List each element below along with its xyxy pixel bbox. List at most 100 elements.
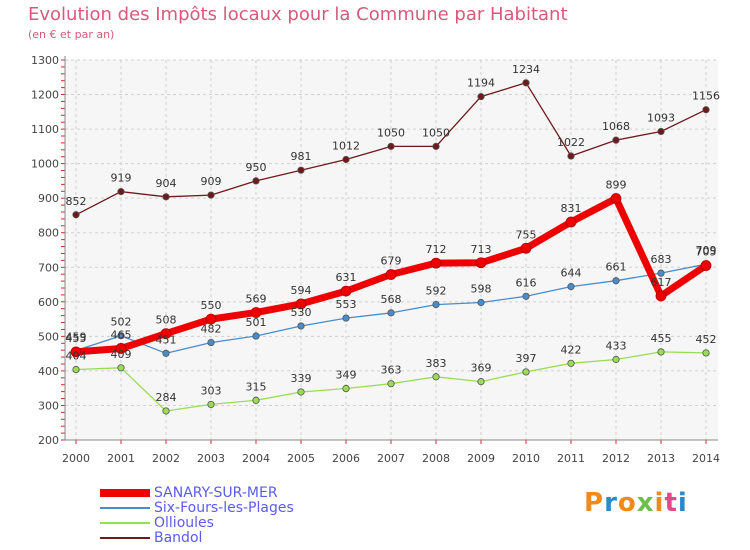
x-tick-label: 2008	[422, 452, 450, 465]
data-point	[475, 257, 487, 269]
legend-label: Six-Fours-les-Plages	[154, 500, 294, 516]
data-point	[432, 142, 440, 150]
data-label: 455	[66, 332, 87, 345]
data-point	[115, 343, 127, 354]
data-point	[207, 191, 215, 199]
data-point	[520, 242, 532, 254]
data-point	[657, 269, 665, 277]
data-label: 339	[291, 372, 312, 385]
legend-swatch-sanary	[100, 489, 150, 497]
proxiti-logo: Proxiti	[584, 488, 688, 518]
data-label: 899	[606, 179, 627, 192]
data-point	[477, 298, 485, 307]
data-label: 919	[111, 172, 132, 185]
logo-letter: o	[617, 488, 637, 518]
data-label: 422	[561, 343, 582, 356]
data-point	[72, 365, 80, 374]
x-tick-label: 2009	[467, 452, 495, 465]
legend-item-six-fours: Six-Fours-les-Plages	[100, 500, 294, 516]
y-tick-label: 300	[38, 399, 59, 412]
data-label: 315	[246, 380, 267, 393]
legend-item-bandol: Bandol	[100, 530, 202, 546]
chart-title: Evolution des Impôts locaux pour la Comm…	[28, 4, 568, 25]
data-point	[297, 166, 305, 174]
y-tick-label: 500	[38, 330, 59, 343]
data-point	[522, 368, 530, 376]
data-label: 661	[606, 261, 627, 274]
data-label: 508	[156, 314, 177, 327]
data-point	[430, 257, 442, 269]
data-label: 569	[246, 293, 267, 306]
data-label: 617	[651, 276, 672, 289]
legend-swatch-ollioules	[100, 522, 150, 524]
data-label: 831	[561, 202, 582, 215]
data-point	[160, 328, 172, 340]
data-point	[432, 300, 440, 309]
data-label: 349	[336, 369, 357, 382]
data-label: 909	[201, 175, 222, 188]
data-label: 1156	[692, 90, 720, 103]
data-point	[612, 136, 620, 144]
x-tick-label: 2002	[152, 452, 180, 465]
data-label: 631	[336, 271, 357, 284]
logo-letter: P	[584, 488, 605, 518]
data-label: 1234	[512, 63, 540, 76]
data-label: 592	[426, 285, 447, 298]
data-point	[387, 309, 395, 317]
legend-swatch-bandol	[100, 537, 150, 539]
data-point	[567, 359, 575, 367]
data-point	[117, 332, 125, 340]
data-label: 550	[201, 299, 222, 312]
data-label: 1068	[602, 120, 630, 133]
data-label: 397	[516, 352, 537, 365]
data-label: 363	[381, 364, 402, 377]
y-tick-label: 800	[38, 227, 59, 240]
data-label: 284	[156, 391, 177, 404]
legend-item-sanary: SANARY-SUR-MER	[100, 485, 278, 501]
data-point	[387, 380, 395, 388]
data-point	[655, 290, 667, 302]
x-tick-label: 2000	[62, 452, 90, 465]
data-label: 1022	[557, 136, 585, 149]
legend-label: Ollioules	[154, 515, 214, 531]
x-tick-label: 2013	[647, 452, 675, 465]
data-point	[207, 338, 215, 347]
data-point	[432, 373, 440, 381]
data-label: 433	[606, 340, 627, 353]
data-point	[700, 260, 712, 271]
data-point	[340, 285, 352, 297]
data-label: 1050	[422, 126, 450, 139]
data-point	[342, 314, 350, 322]
data-point	[295, 298, 307, 310]
data-point	[207, 400, 215, 409]
data-point	[567, 283, 575, 291]
x-tick-label: 2003	[197, 452, 225, 465]
data-label: 451	[156, 333, 177, 346]
data-label: 679	[381, 255, 402, 268]
data-point	[205, 313, 217, 325]
data-point	[342, 384, 350, 393]
data-label: 455	[651, 332, 672, 345]
data-point	[565, 216, 577, 228]
x-tick-label: 2012	[602, 452, 630, 465]
data-label: 383	[426, 357, 447, 370]
data-point	[567, 152, 575, 160]
data-point	[162, 349, 170, 357]
data-label: 981	[291, 150, 312, 163]
data-point	[250, 307, 262, 318]
data-label: 713	[471, 243, 492, 256]
data-label: 712	[426, 243, 447, 256]
data-label: 452	[696, 333, 717, 346]
logo-letter: r	[604, 488, 618, 518]
data-label: 369	[471, 362, 492, 375]
y-tick-label: 400	[38, 365, 59, 378]
chart-subtitle: (en € et par an)	[28, 28, 115, 41]
data-point	[657, 348, 665, 356]
data-point	[657, 127, 665, 136]
x-tick-label: 2007	[377, 452, 405, 465]
data-label: 705	[696, 246, 717, 259]
x-tick-label: 2004	[242, 452, 270, 465]
data-label: 482	[201, 323, 222, 336]
